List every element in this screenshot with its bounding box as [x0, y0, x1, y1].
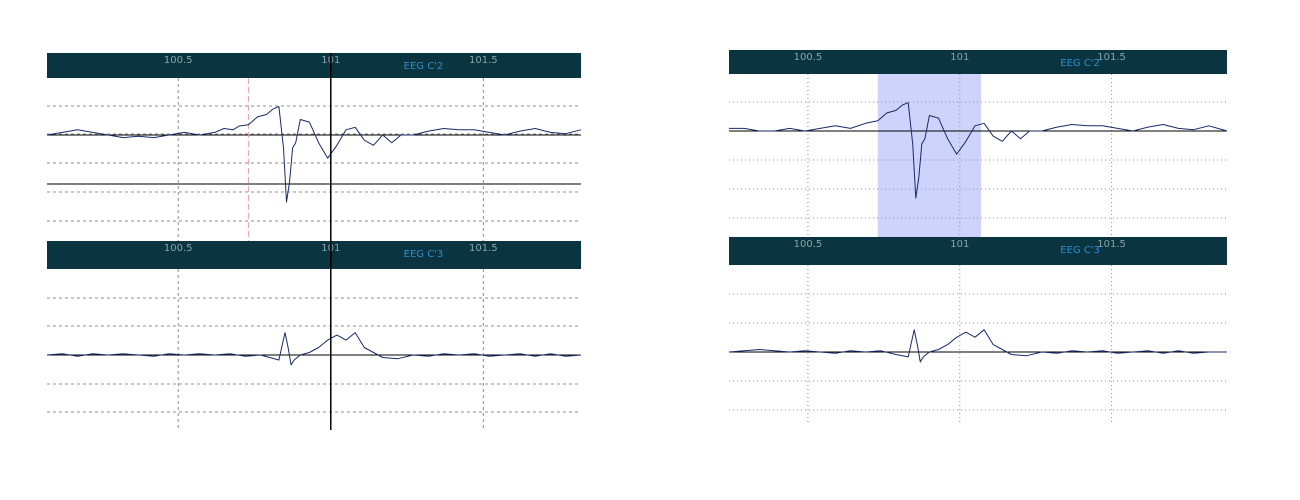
- channel-header[interactable]: [729, 50, 1227, 74]
- x-tick-label: 101.5: [1097, 52, 1126, 63]
- channel-header[interactable]: [47, 53, 581, 78]
- eeg-trace: [729, 102, 1228, 199]
- x-tick-label: 101.5: [1097, 239, 1126, 250]
- channel-label: EEG C'3: [404, 249, 444, 260]
- x-tick-label: 101: [950, 239, 969, 250]
- eeg-trace: [46, 106, 582, 203]
- channel-label: EEG C'3: [1060, 245, 1100, 256]
- x-tick-label: 100.5: [164, 55, 193, 66]
- eeg-trace: [728, 329, 1227, 363]
- channel-label: EEG C'2: [404, 61, 444, 72]
- x-tick-label: 100.5: [794, 239, 823, 250]
- x-tick-label: 100.5: [794, 52, 823, 63]
- channel-header[interactable]: [729, 237, 1227, 265]
- channel-label: EEG C'2: [1060, 58, 1100, 69]
- x-tick-label: 101: [950, 52, 969, 63]
- x-tick-label: 101.5: [469, 243, 498, 254]
- x-tick-label: 100.5: [164, 243, 193, 254]
- channel-header[interactable]: [47, 241, 581, 269]
- selection-region[interactable]: [877, 74, 982, 237]
- x-tick-label: 101.5: [469, 55, 498, 66]
- eeg-trace: [46, 332, 582, 366]
